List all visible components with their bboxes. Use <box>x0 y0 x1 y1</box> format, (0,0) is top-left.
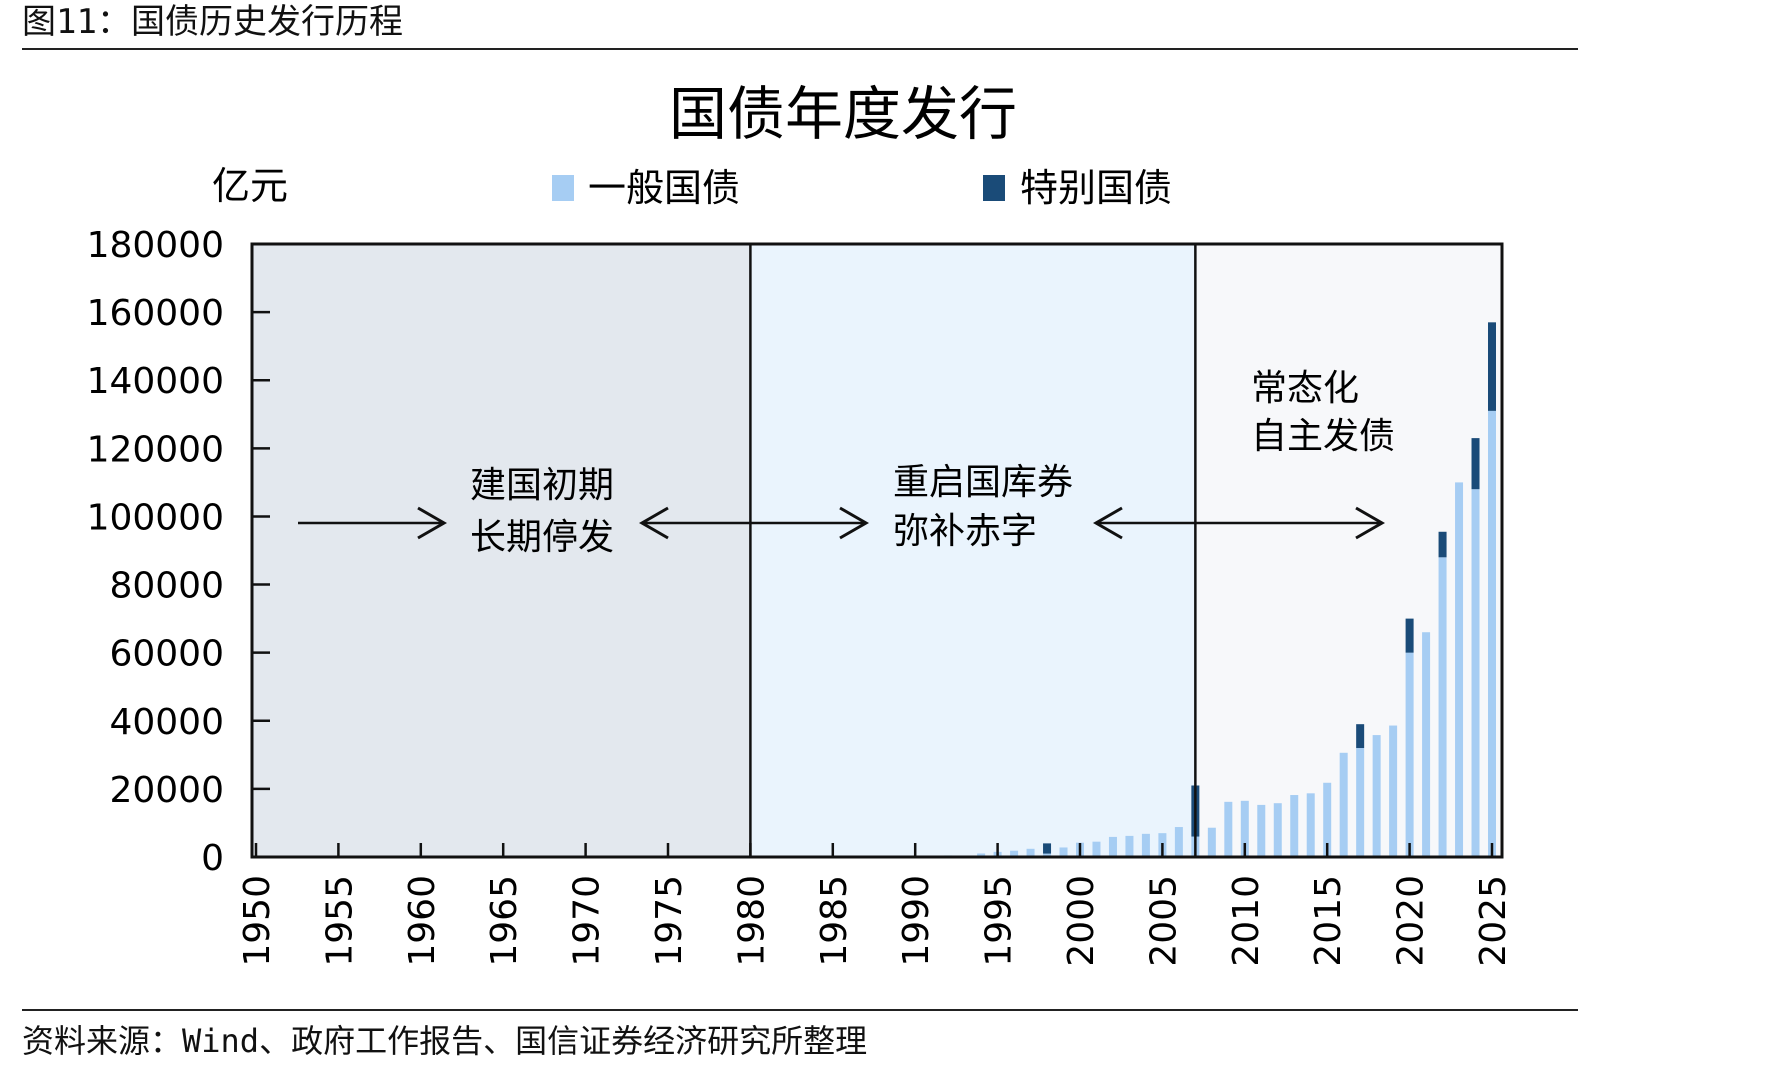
bar-general-2001 <box>1092 841 1101 857</box>
period-arrow-1 <box>298 506 448 540</box>
source-note: 资料来源：Wind、政府工作报告、国信证券经济研究所整理 <box>22 1022 868 1060</box>
legend-swatch-1 <box>552 175 574 201</box>
x-tick-label: 2000 <box>1061 875 1102 967</box>
bar-general-1996 <box>1010 850 1019 857</box>
period-label-2-line-2: 弥补赤字 <box>893 511 1037 552</box>
x-tick-label: 1985 <box>814 875 855 967</box>
bar-general-2006 <box>1174 827 1183 857</box>
arrow-head <box>1092 506 1123 540</box>
arrow-head <box>1355 506 1386 540</box>
legend-swatch-2 <box>983 175 1005 201</box>
period-background-3 <box>1195 244 1502 857</box>
y-tick-label: 60000 <box>109 634 224 675</box>
bar-general-2008 <box>1207 827 1216 857</box>
period-label-3-line-2: 自主发债 <box>1251 416 1395 457</box>
bar-general-2014 <box>1306 793 1315 857</box>
period-arrow-4 <box>1092 506 1196 540</box>
bottom-rule <box>22 1009 1578 1011</box>
bar-general-2009 <box>1224 801 1233 857</box>
bar-general-2019 <box>1389 725 1398 857</box>
x-tick-label: 1965 <box>484 875 525 967</box>
y-tick-label: 180000 <box>87 225 224 266</box>
x-tick-label: 1955 <box>319 875 360 967</box>
y-tick-label: 0 <box>201 838 224 879</box>
x-tick-label: 1960 <box>402 875 443 967</box>
bar-general-2024 <box>1471 489 1480 857</box>
y-axis-unit: 亿元 <box>212 164 288 208</box>
x-tick-label: 1975 <box>649 875 690 967</box>
x-tick-label: 2020 <box>1391 875 1432 967</box>
x-tick-label: 2010 <box>1226 875 1267 967</box>
x-tick-label: 1980 <box>731 875 772 967</box>
bar-special-2020 <box>1405 618 1414 653</box>
y-tick-label: 140000 <box>87 361 224 402</box>
chart-title: 国债年度发行 <box>669 80 1017 148</box>
bar-special-2025 <box>1488 322 1496 411</box>
x-tick-label: 2025 <box>1473 875 1514 967</box>
top-rule <box>22 48 1578 50</box>
bar-general-2018 <box>1372 735 1381 857</box>
bar-general-2021 <box>1422 632 1431 857</box>
bar-general-1994 <box>977 853 986 857</box>
period-backgrounds <box>252 244 1502 857</box>
x-tick-label: 1990 <box>896 875 937 967</box>
x-tick-label: 1995 <box>979 875 1020 967</box>
period-label-3-line-1: 常态化 <box>1251 368 1359 409</box>
x-tick-label: 2015 <box>1308 875 1349 967</box>
bar-general-2002 <box>1108 836 1117 857</box>
arrow-head <box>839 506 870 540</box>
period-arrow-3 <box>752 506 870 540</box>
bar-general-2013 <box>1290 795 1299 857</box>
x-tick-label: 1950 <box>237 875 278 967</box>
axes: 0 20000 40000 60000 80000 100000 120000 140000 1… <box>87 225 1514 967</box>
bar-special-2022 <box>1438 531 1447 558</box>
bar-special-2017 <box>1356 724 1365 749</box>
legend-label-1: 一般国债 <box>588 166 740 210</box>
y-tick-label: 100000 <box>87 497 224 538</box>
bar-general-2003 <box>1125 835 1134 857</box>
bar-general-2020 <box>1405 652 1414 857</box>
period-arrow-2 <box>638 506 752 540</box>
x-tick-label: 2005 <box>1143 875 1184 967</box>
bar-general-2025 <box>1488 410 1496 857</box>
bar-general-2012 <box>1273 803 1282 857</box>
bar-special-1998 <box>1043 843 1052 854</box>
period-label-2-line-1: 重启国库券 <box>893 462 1073 503</box>
period-label-1-line-1: 建国初期 <box>470 465 614 506</box>
bar-general-2022 <box>1438 557 1447 857</box>
period-background-2 <box>750 244 1196 857</box>
bar-general-2016 <box>1339 752 1348 857</box>
x-tick-label: 1970 <box>567 875 608 967</box>
bar-general-2023 <box>1455 482 1464 857</box>
bar-general-2017 <box>1356 748 1365 857</box>
arrow-head <box>417 506 448 540</box>
figure-label: 图11：国债历史发行历程 <box>22 2 403 42</box>
bar-general-1997 <box>1026 848 1035 857</box>
bar-special-2024 <box>1471 438 1480 490</box>
arrow-head <box>638 506 669 540</box>
bar-general-2015 <box>1323 782 1332 857</box>
y-tick-label: 40000 <box>109 702 224 743</box>
period-label-1-line-2: 长期停发 <box>470 517 614 558</box>
y-tick-label: 80000 <box>109 566 224 607</box>
plot-frame <box>250 242 1504 859</box>
bars <box>762 322 1496 857</box>
bar-general-2011 <box>1257 804 1266 857</box>
y-tick-label: 120000 <box>87 429 224 470</box>
legend: 一般国债 特别国债 <box>552 166 1172 210</box>
bar-general-1999 <box>1059 847 1068 857</box>
y-tick-label: 20000 <box>109 770 224 811</box>
bar-general-1998 <box>1043 853 1052 857</box>
period-arrow-5 <box>1196 506 1386 540</box>
period-background-1 <box>252 244 751 857</box>
legend-label-2: 特别国债 <box>1020 166 1172 210</box>
y-tick-label: 160000 <box>87 293 224 334</box>
bar-general-2004 <box>1141 833 1150 857</box>
bar-general-2010 <box>1240 800 1249 857</box>
